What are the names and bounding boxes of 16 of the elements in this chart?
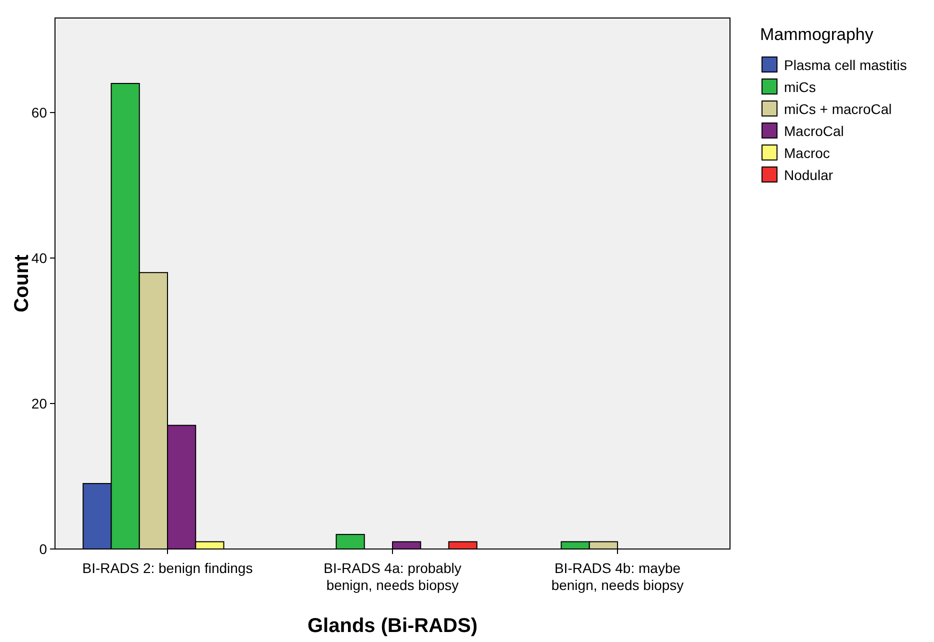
y-tick-label: 20 [31,395,48,412]
legend-label: Nodular [784,166,834,183]
x-tick-label: BI-RADS 2: benign findings [82,560,253,576]
legend-label: miCs + macroCal [784,100,892,117]
x-tick-label: BI-RADS 4b: maybe benign, needs biopsy [551,560,684,593]
y-tick-label: 40 [31,250,48,266]
legend-label: miCs [784,78,816,95]
legend-label: MacroCal [784,122,844,139]
y-tick-label: 0 [39,540,48,557]
legend-label: Macroc [784,144,830,161]
y-tick-label: 60 [31,104,48,120]
x-tick-label: BI-RADS 4a: probably benign, needs biopsy [324,560,462,593]
legend-title: Mammography [760,25,874,44]
x-axis-title: Glands (Bi-RADS) [308,615,478,637]
y-axis-title: Count [11,254,33,312]
legend-label: Plasma cell mastitis [784,56,907,73]
